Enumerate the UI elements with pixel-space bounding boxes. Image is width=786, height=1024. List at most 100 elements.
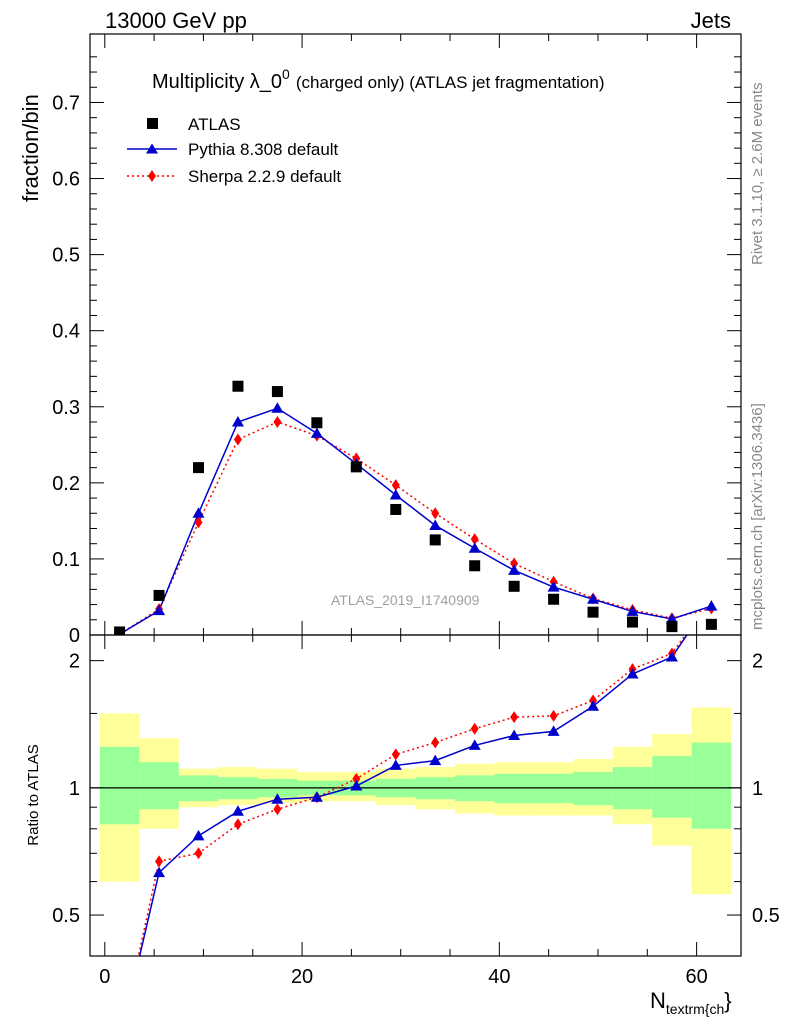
legend-marker-sherpa [148, 170, 156, 182]
data-point-atlas [232, 380, 244, 392]
series-1-point [192, 507, 205, 518]
header-energy-label: 13000 GeV pp [105, 8, 247, 33]
legend-label-pythia: Pythia 8.308 default [188, 140, 339, 159]
series-line-2 [119, 421, 712, 635]
y-tick-label: 0 [69, 625, 80, 647]
series-2-point [431, 507, 440, 520]
ratio-1-point [468, 739, 481, 750]
ratio-1-point [587, 700, 600, 711]
series-1-point [153, 604, 166, 616]
ratio-1-point [310, 791, 323, 802]
rivet-version-label: Rivet 3.1.10, ≥ 2.6M events [749, 83, 766, 266]
uncertainty-bands [99, 707, 732, 895]
legend: ATLAS Pythia 8.308 default Sherpa 2.2.9 … [127, 115, 341, 186]
ratio-1-point [271, 793, 284, 804]
ratio-1-point [192, 829, 205, 841]
y-tick-label: 0.6 [52, 169, 80, 191]
green-band-bin [99, 746, 140, 825]
ratio-1-point [626, 667, 639, 679]
x-axis-label-sub: textrm{ch [666, 1001, 724, 1017]
ratio-2-point [470, 722, 479, 735]
x-axis-label-close: } [724, 988, 731, 1013]
ratio-tick-label-right: 2 [752, 651, 763, 673]
ratio-1-point [429, 754, 442, 766]
legend-marker-atlas [147, 118, 158, 129]
data-point-atlas [350, 461, 362, 473]
title-main: Multiplicity λ_0 [152, 71, 282, 93]
series-1-point [587, 593, 600, 604]
chart-title: Multiplicity λ_00 (charged only) (ATLAS j… [152, 66, 605, 93]
analysis-tag: ATLAS_2019_I1740909 [331, 592, 480, 608]
x-tick-label: 0 [99, 966, 110, 988]
data-point-atlas [311, 417, 323, 429]
ratio-1-point [547, 725, 560, 736]
series-2-point [233, 433, 242, 446]
ratio-y-axis-label: Ratio to ATLAS [25, 744, 42, 845]
ratio-2-point [549, 709, 558, 722]
y-tick-label: 0.2 [52, 473, 80, 495]
ratio-2-point [233, 818, 242, 831]
legend-label-sherpa: Sherpa 2.2.9 default [188, 167, 341, 186]
series-1-point [547, 581, 560, 592]
data-point-atlas [705, 618, 717, 630]
legend-marker-pythia [146, 143, 158, 154]
green-band-bin [652, 755, 692, 818]
data-point-atlas [193, 462, 204, 474]
ratio-line-1 [138, 635, 688, 956]
ratio-2-point [273, 803, 282, 816]
ratio-2-point [352, 772, 361, 785]
data-point-atlas [508, 580, 520, 592]
title-superscript: 0 [282, 66, 290, 82]
ratio-tick-label-left: 1 [69, 778, 80, 800]
data-point-atlas [114, 626, 126, 635]
data-point-atlas [390, 503, 402, 515]
main-plot-series [114, 380, 718, 635]
ratio-1-point [665, 651, 678, 662]
series-1-point [231, 415, 244, 427]
y-tick-label: 0.3 [52, 397, 80, 419]
series-2-point [510, 557, 519, 570]
x-tick-label: 40 [488, 966, 510, 988]
series-2-point [273, 415, 282, 428]
green-band-bin [139, 762, 179, 810]
series-1-point [271, 402, 284, 413]
data-point-atlas [429, 534, 441, 546]
ratio-plot-series [137, 635, 688, 956]
header-jets-label: Jets [691, 8, 731, 33]
series-1-point [626, 605, 639, 616]
series-2-point [194, 516, 203, 529]
ratio-1-point [508, 729, 521, 741]
y-axis-label: fraction/bin [18, 94, 43, 202]
x-tick-label: 60 [685, 966, 707, 988]
data-point-atlas [469, 560, 481, 572]
ratio-tick-label-left: 2 [69, 651, 80, 673]
series-1-point [389, 489, 402, 500]
ratio-2-point [155, 855, 164, 868]
data-point-atlas [548, 593, 560, 605]
ratio-2-point [194, 847, 203, 860]
ratio-1-point [153, 866, 166, 878]
x-axis-label: Ntextrm{ch} [650, 988, 732, 1017]
ratio-2-point [431, 736, 440, 749]
axis-ticks: 0 20 40 60 0 0.1 0.2 0.3 0.4 0.5 0.6 0.7 0.5 0.5 1 1 2 2 [52, 34, 780, 988]
green-band-bin [691, 742, 732, 829]
ratio-tick-label-left: 0.5 [52, 905, 80, 927]
data-point-atlas [153, 589, 165, 601]
series-line-1 [119, 407, 712, 635]
series-1-point [508, 564, 521, 575]
ratio-2-point [510, 711, 519, 724]
ratio-tick-label-right: 0.5 [752, 905, 780, 927]
y-tick-label: 0.1 [52, 549, 80, 571]
ratio-tick-label-right: 1 [752, 778, 763, 800]
series-1-point [429, 519, 442, 530]
series-1-point [468, 542, 481, 553]
series-1-point [705, 600, 718, 611]
series-2-point [391, 479, 400, 492]
ratio-2-point [391, 748, 400, 761]
data-point-atlas [627, 616, 638, 628]
data-point-atlas [271, 386, 283, 398]
ratio-1-point [231, 805, 244, 816]
y-tick-label: 0.7 [52, 92, 80, 114]
green-band-bin [573, 772, 613, 806]
